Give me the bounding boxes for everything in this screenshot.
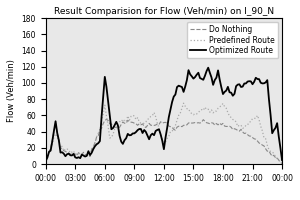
Do Nothing [266,150,269,152]
Do Nothing [105,118,108,121]
Predefined Route [44,159,47,162]
Do Nothing [280,162,284,165]
Line: Predefined Route: Predefined Route [46,103,282,161]
Predefined Route [231,118,235,121]
Y-axis label: Flow (Veh/min): Flow (Veh/min) [7,60,16,122]
Optimized Route [44,160,47,162]
Optimized Route [224,89,228,92]
Predefined Route [266,144,269,146]
Optimized Route [180,86,184,88]
Do Nothing [56,132,59,134]
Optimized Route [56,132,59,134]
Line: Optimized Route: Optimized Route [46,68,282,161]
Predefined Route [46,155,49,157]
Optimized Route [231,95,235,97]
Title: Result Comparision for Flow (Veh/min) on I_90_N: Result Comparision for Flow (Veh/min) on… [54,7,274,16]
Optimized Route [206,67,210,69]
Do Nothing [44,157,47,160]
Predefined Route [279,160,282,162]
Predefined Route [180,107,184,109]
Line: Do Nothing: Do Nothing [46,119,282,164]
Optimized Route [280,159,284,161]
Predefined Route [182,102,185,104]
Do Nothing [182,124,185,126]
Optimized Route [266,79,269,81]
Predefined Route [280,157,284,159]
Do Nothing [231,128,235,131]
Do Nothing [46,155,49,158]
Predefined Route [224,107,228,109]
Legend: Do Nothing, Predefined Route, Optimized Route: Do Nothing, Predefined Route, Optimized … [187,22,278,58]
Predefined Route [56,136,59,138]
Do Nothing [224,125,228,128]
Optimized Route [46,156,49,159]
